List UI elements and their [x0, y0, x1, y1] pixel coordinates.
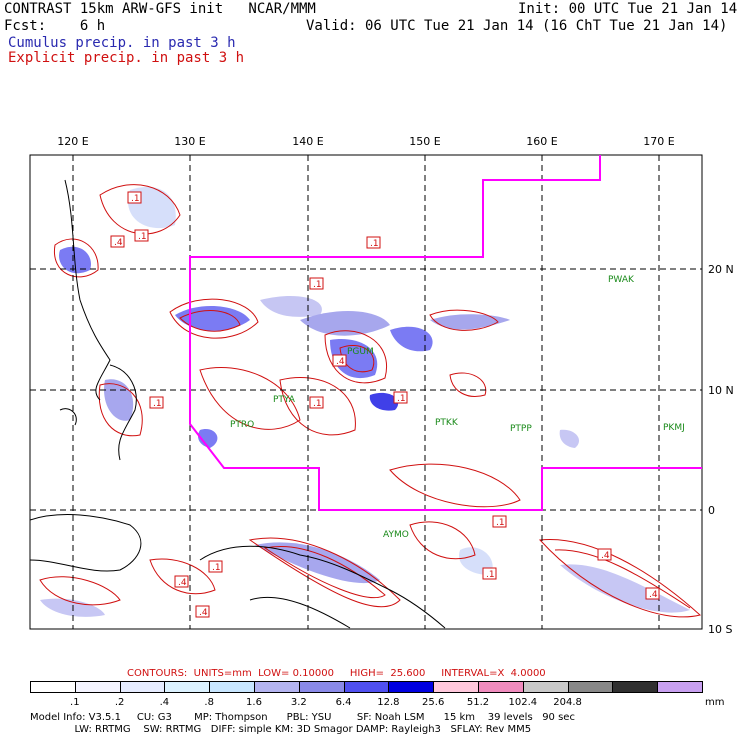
colorbar-cell	[343, 681, 390, 693]
colorbar-cell	[522, 681, 569, 693]
colorbar-tick: 12.8	[377, 697, 400, 708]
init-time: Init: 00 UTC Tue 21 Jan 14	[518, 1, 738, 17]
lat-label-10n: 10 N	[708, 384, 734, 397]
contours-info: CONTOURS: UNITS=mm LOW= 0.10000 HIGH= 25…	[127, 668, 546, 679]
map-title: CONTRAST 15km ARW-GFS init NCAR/MMM	[4, 1, 316, 17]
station-pwak: PWAK	[608, 275, 635, 285]
colorbar-unit: mm	[705, 697, 725, 708]
lat-label-10s: 10 S	[708, 623, 732, 636]
colorbar-tick: 3.2	[290, 697, 307, 708]
colorbar-tick: .4	[159, 697, 170, 708]
colorbar-tick: 25.6	[422, 697, 445, 708]
graticule	[30, 155, 702, 629]
forecast-hour: Fcst: 6 h	[4, 18, 106, 34]
colorbar-cell	[657, 681, 703, 693]
colorbar-cell	[478, 681, 524, 693]
explicit-legend: Explicit precip. in past 3 h	[8, 50, 245, 66]
station-ptpp: PTPP	[510, 424, 532, 434]
lat-label-0: 0	[708, 504, 715, 517]
coastlines	[30, 179, 446, 629]
svg-text:.1: .1	[486, 570, 495, 580]
cumulus-shading	[40, 186, 690, 617]
lon-label-120e: 120 E	[57, 135, 88, 148]
colorbar-tick: .8	[204, 697, 214, 708]
cumulus-legend: Cumulus precip. in past 3 h	[8, 35, 236, 51]
lat-label-20n: 20 N	[708, 263, 734, 276]
station-pgum: PGUM	[347, 347, 374, 357]
colorbar-tick: .1	[70, 697, 80, 708]
colorbar-tick: 51.2	[466, 697, 490, 708]
colorbar-cell	[567, 681, 614, 693]
station-aymo: AYMO	[383, 530, 409, 540]
colorbar-cell	[30, 681, 76, 693]
colorbar-cell	[433, 681, 479, 693]
colorbar-tick: 6.4	[335, 697, 352, 708]
svg-text:.4: .4	[336, 357, 345, 367]
colorbar-cell	[209, 681, 255, 693]
svg-text:.1: .1	[370, 239, 379, 249]
svg-text:.1: .1	[131, 194, 140, 204]
colorbar-tick: .2	[114, 697, 125, 708]
colorbar-tick: 1.6	[246, 697, 262, 708]
lon-label-160e: 160 E	[526, 135, 557, 148]
explicit-contours	[39, 184, 702, 618]
svg-text:.1: .1	[313, 280, 322, 290]
svg-text:.1: .1	[397, 394, 406, 404]
svg-text:.1: .1	[496, 518, 505, 528]
colorbar-cell	[298, 681, 345, 693]
colorbar	[30, 681, 703, 693]
svg-text:.4: .4	[114, 238, 123, 248]
svg-text:.1: .1	[313, 399, 322, 409]
valid-time: Valid: 06 UTC Tue 21 Jan 14 (16 ChT Tue …	[306, 18, 728, 34]
contour-labels: .1 .1 .4 .1 .1 .4 .1 .1 .1 .1 .1 .4 .1 .…	[110, 191, 660, 618]
region-boundary	[189, 155, 702, 511]
svg-text:.4: .4	[178, 578, 187, 588]
svg-text:.4: .4	[601, 551, 610, 561]
colorbar-cell	[388, 681, 435, 693]
svg-text:.1: .1	[138, 232, 147, 242]
station-ptro: PTRO	[230, 420, 254, 430]
svg-text:.1: .1	[153, 399, 162, 409]
lon-label-170e: 170 E	[643, 135, 674, 148]
svg-text:.4: .4	[199, 608, 208, 618]
colorbar-tick: 102.4	[508, 697, 538, 708]
lon-label-150e: 150 E	[409, 135, 440, 148]
station-ptkk: PTKK	[435, 418, 459, 428]
colorbar-cell	[164, 681, 211, 693]
model-info-line2: LW: RRTMG SW: RRTMG DIFF: simple KM: 3D …	[30, 724, 532, 735]
colorbar-cell	[254, 681, 300, 693]
station-ptya: PTYA	[273, 395, 296, 405]
svg-text:.1: .1	[212, 563, 221, 573]
lon-label-130e: 130 E	[174, 135, 205, 148]
colorbar-cell	[612, 681, 659, 693]
station-pkmj: PKMJ	[663, 423, 685, 433]
svg-text:.4: .4	[649, 590, 658, 600]
model-info-line1: Model Info: V3.5.1 CU: G3 MP: Thompson P…	[30, 712, 575, 723]
colorbar-cell	[119, 681, 166, 693]
lon-label-140e: 140 E	[292, 135, 323, 148]
colorbar-cell	[74, 681, 121, 693]
colorbar-tick: 204.8	[553, 697, 582, 708]
